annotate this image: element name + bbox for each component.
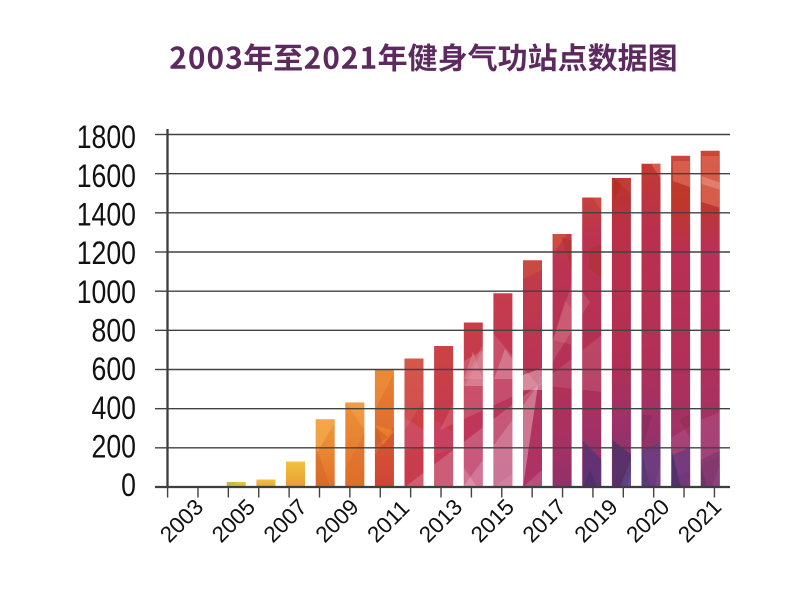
svg-text:1600: 1600	[77, 158, 136, 194]
svg-text:1400: 1400	[77, 197, 136, 233]
svg-text:1200: 1200	[77, 236, 136, 272]
svg-text:400: 400	[92, 390, 136, 426]
svg-text:1800: 1800	[77, 120, 136, 156]
svg-text:0: 0	[121, 468, 136, 504]
svg-text:800: 800	[92, 313, 136, 349]
svg-text:200: 200	[92, 429, 136, 465]
svg-text:600: 600	[92, 352, 136, 388]
svg-text:1000: 1000	[77, 274, 136, 310]
